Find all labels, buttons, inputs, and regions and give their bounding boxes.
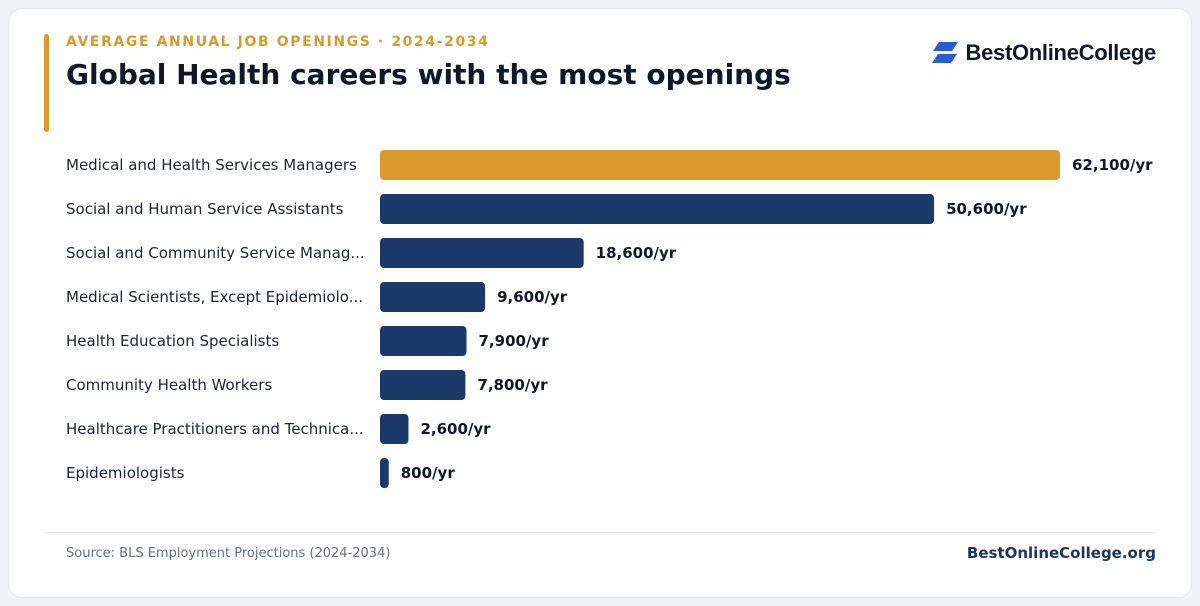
value-label: 62,100/yr: [1072, 156, 1153, 174]
value-label: 7,900/yr: [479, 332, 550, 350]
category-label: Social and Human Service Assistants: [66, 200, 344, 218]
category-label: Health Education Specialists: [66, 332, 279, 350]
value-label: 2,600/yr: [420, 420, 491, 438]
value-label: 800/yr: [401, 464, 456, 482]
chart-title: Global Health careers with the most open…: [66, 58, 791, 91]
category-label: Epidemiologists: [66, 464, 185, 482]
bar: [380, 326, 467, 356]
value-label: 18,600/yr: [596, 244, 677, 262]
chart-card: [8, 8, 1192, 598]
category-label: Medical Scientists, Except Epidemiolo...: [66, 288, 363, 306]
bar: [380, 194, 935, 224]
accent-bar: [44, 34, 49, 132]
brand-logo[interactable]: BestOnlineCollege: [931, 40, 1157, 66]
logo-text: BestOnlineCollege: [965, 40, 1157, 65]
category-label: Community Health Workers: [66, 376, 272, 394]
bar: [380, 458, 389, 488]
category-label: Medical and Health Services Managers: [66, 156, 357, 174]
source-note: Source: BLS Employment Projections (2024…: [66, 546, 391, 561]
chart-eyebrow: AVERAGE ANNUAL JOB OPENINGS · 2024-2034: [66, 34, 490, 50]
bar: [380, 370, 466, 400]
value-label: 9,600/yr: [497, 288, 568, 306]
bar: [380, 282, 486, 312]
footer-divider: [44, 532, 1156, 533]
category-label: Social and Community Service Manag...: [66, 244, 365, 262]
bar: [380, 414, 409, 444]
bar: [380, 150, 1060, 180]
bar: [380, 238, 584, 268]
value-label: 50,600/yr: [946, 200, 1027, 218]
category-label: Healthcare Practitioners and Technica...: [66, 420, 364, 438]
logo-mark-icon: [931, 42, 958, 63]
site-link[interactable]: BestOnlineCollege.org: [966, 544, 1156, 562]
value-label: 7,800/yr: [477, 376, 548, 394]
